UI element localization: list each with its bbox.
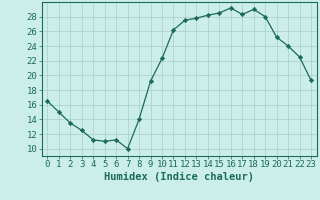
X-axis label: Humidex (Indice chaleur): Humidex (Indice chaleur) — [104, 172, 254, 182]
